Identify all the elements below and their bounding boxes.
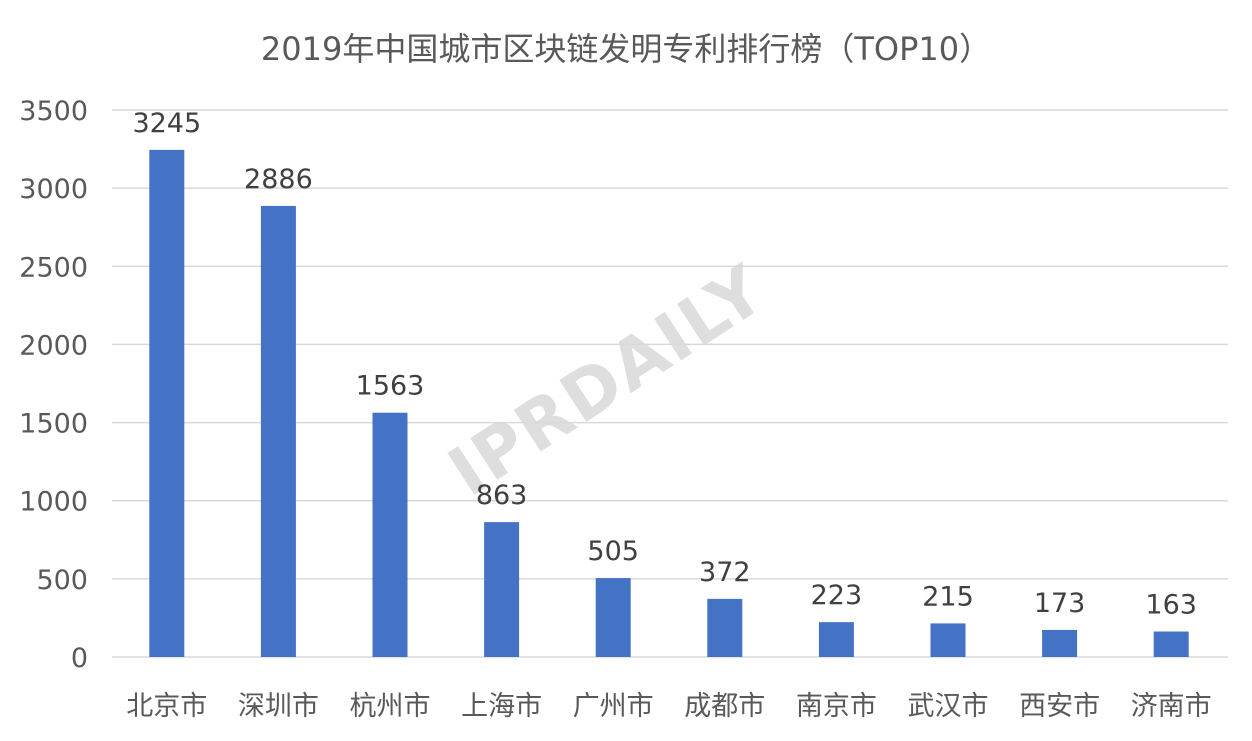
x-category-label: 济南市 <box>1131 691 1212 722</box>
bar-上海市 <box>484 522 520 657</box>
y-tick-label: 1500 <box>19 409 88 440</box>
y-tick-label: 1000 <box>19 487 88 518</box>
x-category-label: 南京市 <box>796 691 877 722</box>
y-tick-label: 500 <box>36 565 88 596</box>
bar-武汉市 <box>930 623 966 657</box>
bar-深圳市 <box>260 205 296 658</box>
data-label: 223 <box>811 580 863 611</box>
y-tick-label: 0 <box>71 643 88 674</box>
x-category-label: 北京市 <box>126 691 207 722</box>
data-label: 1563 <box>356 371 425 402</box>
data-label: 163 <box>1145 590 1197 621</box>
x-category-label: 武汉市 <box>908 691 989 722</box>
bar-成都市 <box>707 598 743 657</box>
chart-title: 2019年中国城市区块链发明专利排行榜（TOP10） <box>261 30 991 68</box>
y-tick-label: 3000 <box>19 174 88 205</box>
data-labels: 3245 2886 1563 863 505 372 223 215 173 163 <box>132 108 1197 621</box>
data-label: 372 <box>699 557 751 588</box>
bar-南京市 <box>818 622 854 657</box>
data-label: 2886 <box>244 164 313 195</box>
x-category-label: 上海市 <box>461 691 542 722</box>
x-category-label: 西安市 <box>1019 691 1100 722</box>
data-label: 505 <box>587 536 639 567</box>
bar-广州市 <box>595 578 631 657</box>
bar-西安市 <box>1042 629 1078 657</box>
x-axis-category-labels: 北京市 深圳市 杭州市 上海市 广州市 成都市 南京市 武汉市 西安市 济南市 <box>126 691 1211 722</box>
x-category-label: 深圳市 <box>238 691 319 722</box>
watermark: IPRDAILY <box>435 250 780 512</box>
gridlines <box>112 109 1228 658</box>
data-label: 173 <box>1034 588 1086 619</box>
bars <box>149 149 1189 658</box>
y-axis-tick-labels: 0 500 1000 1500 2000 2500 3000 3500 <box>19 96 88 674</box>
data-label: 215 <box>922 581 974 612</box>
x-category-label: 杭州市 <box>350 691 431 722</box>
data-label: 3245 <box>132 108 201 139</box>
y-tick-label: 2000 <box>19 330 88 361</box>
data-label: 863 <box>476 480 528 511</box>
bar-杭州市 <box>372 412 408 657</box>
y-tick-label: 2500 <box>19 252 88 283</box>
x-category-label: 广州市 <box>573 691 654 722</box>
x-category-label: 成都市 <box>684 691 765 722</box>
watermark-layer: IPRDAILY <box>435 250 780 512</box>
bar-济南市 <box>1153 631 1189 657</box>
y-tick-label: 3500 <box>19 96 88 127</box>
bar-北京市 <box>149 149 185 658</box>
